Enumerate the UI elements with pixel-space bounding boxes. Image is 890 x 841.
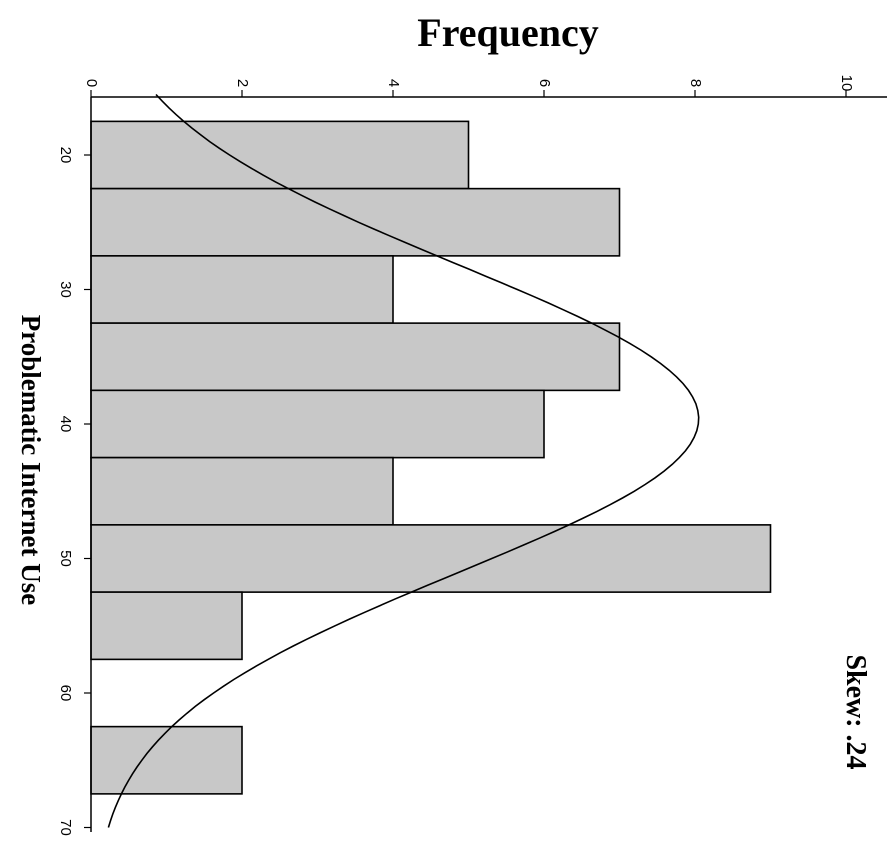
bar-3 <box>90 255 394 324</box>
bar-6 <box>90 456 394 526</box>
chart-title: Frequency <box>417 10 598 55</box>
bar-7 <box>90 524 772 593</box>
category-tick-label: 50 <box>57 550 74 567</box>
value-tick-label: 2 <box>234 79 251 87</box>
skew-annotation: Skew: .24 <box>840 654 871 769</box>
value-tick-label: 4 <box>385 79 402 87</box>
category-tick-label: 60 <box>57 685 74 702</box>
category-tick-label: 20 <box>57 147 74 164</box>
axes-group: 0 2 4 6 8 10 20 30 40 50 60 70 <box>57 75 887 836</box>
bar-2 <box>90 187 621 257</box>
category-tick-label: 70 <box>57 819 74 836</box>
normal-curve <box>107 93 700 828</box>
value-tick-label: 6 <box>536 79 553 87</box>
bar-4 <box>90 322 621 392</box>
bars-group <box>90 120 772 795</box>
category-tick-label: 40 <box>57 416 74 433</box>
category-tick-label: 30 <box>57 281 74 298</box>
value-tick-label: 10 <box>838 75 855 92</box>
bar-8 <box>90 591 243 661</box>
bar-10 <box>90 725 243 795</box>
bar-1 <box>90 120 470 190</box>
value-tick-label: 8 <box>687 79 704 87</box>
bar-5 <box>90 389 545 459</box>
x-axis-title: Problematic Internet Use <box>16 315 46 605</box>
value-tick-label: 0 <box>83 79 100 87</box>
